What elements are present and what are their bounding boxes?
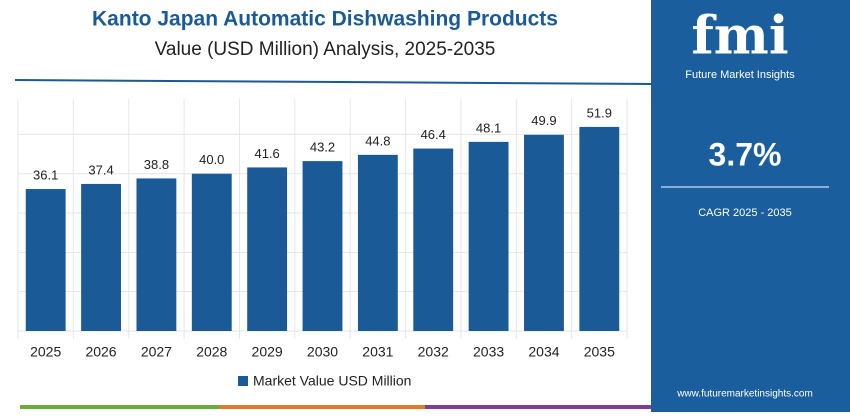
bar <box>413 148 454 331</box>
x-tick-label: 2027 <box>141 344 172 360</box>
legend-label: Market Value USD Million <box>253 373 411 389</box>
x-tick-label: 2025 <box>30 344 61 360</box>
bar <box>25 189 66 331</box>
value-label: 44.8 <box>365 133 390 148</box>
value-label: 41.6 <box>254 146 279 161</box>
bar <box>191 173 232 331</box>
x-tick-label: 2033 <box>473 344 504 360</box>
bar <box>579 126 620 332</box>
side-panel <box>651 0 850 412</box>
value-label: 40.0 <box>199 152 224 167</box>
x-tick-label: 2028 <box>196 344 227 360</box>
chart-title: Kanto Japan Automatic Dishwashing Produc… <box>92 8 558 31</box>
value-label: 46.4 <box>421 127 446 142</box>
bar <box>247 167 288 331</box>
x-tick-label: 2032 <box>418 344 449 360</box>
stripe <box>20 405 220 409</box>
value-label: 43.2 <box>310 140 335 155</box>
bar <box>468 141 509 331</box>
brand: Future Market Insights <box>685 69 795 81</box>
chart-subtitle: Value (USD Million) Analysis, 2025-2035 <box>155 39 496 60</box>
stripe <box>425 405 651 409</box>
logo: fmi <box>691 6 788 67</box>
website: www.futuremarketinsights.com <box>676 389 813 400</box>
x-tick-label: 2029 <box>252 344 283 360</box>
cagr-label: CAGR 2025 - 2035 <box>698 207 792 219</box>
value-label: 49.9 <box>531 113 556 128</box>
x-tick-label: 2035 <box>584 344 615 360</box>
value-label: 48.1 <box>476 120 501 135</box>
x-tick-label: 2026 <box>85 344 116 360</box>
legend-swatch <box>238 376 248 386</box>
x-tick-label: 2031 <box>362 344 393 360</box>
bar <box>136 178 177 331</box>
title-rule <box>14 79 652 85</box>
x-tick-label: 2030 <box>307 344 338 360</box>
value-label: 36.1 <box>33 167 58 182</box>
value-label: 37.4 <box>88 162 113 177</box>
value-label: 38.8 <box>144 157 169 172</box>
value-label: 51.9 <box>587 105 612 120</box>
x-tick-label: 2034 <box>528 344 559 360</box>
bar <box>302 161 343 331</box>
bar <box>357 154 398 331</box>
cagr-value: 3.7% <box>709 136 782 172</box>
bar <box>81 183 121 331</box>
stripe <box>220 405 425 409</box>
bar <box>524 134 564 331</box>
